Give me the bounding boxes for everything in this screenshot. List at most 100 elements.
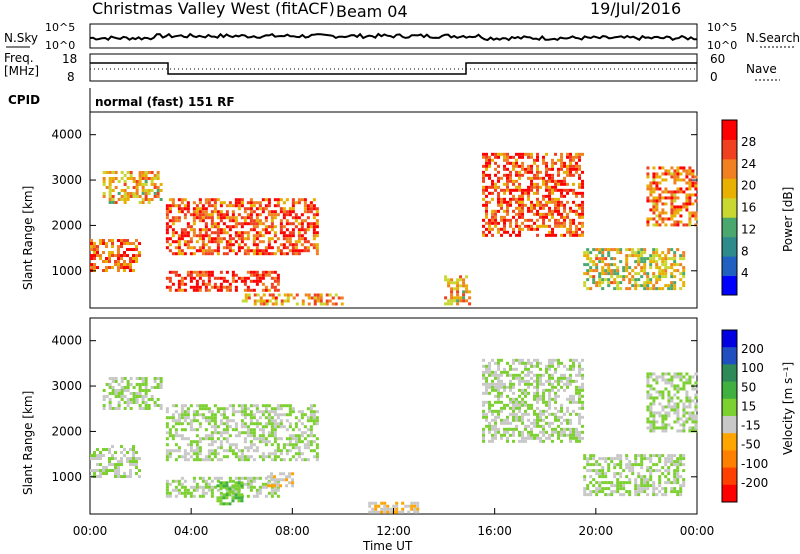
echo-cell: [252, 494, 256, 498]
echo-cell: [616, 248, 620, 252]
echo-cell: [503, 158, 507, 162]
echo-cell: [312, 228, 316, 232]
echo-cell: [255, 225, 259, 229]
echo-cell: [240, 493, 244, 497]
echo-cell: [569, 430, 573, 434]
echo-cell: [592, 454, 596, 458]
echo-cell: [282, 216, 286, 220]
echo-cell: [219, 494, 223, 498]
echo-cell: [126, 388, 130, 392]
echo-cell: [297, 252, 301, 256]
echo-cell: [288, 207, 292, 211]
echo-cell: [643, 478, 647, 482]
echo-cell: [377, 504, 381, 508]
echo-cell: [108, 239, 111, 243]
echo-cell: [297, 446, 301, 450]
echo-cell: [198, 407, 202, 411]
echo-cell: [207, 443, 211, 447]
echo-cell: [628, 481, 632, 485]
echo-cell: [536, 418, 540, 422]
echo-cell: [249, 422, 253, 426]
echo-cell: [649, 469, 653, 473]
echo-cell: [126, 382, 130, 386]
echo-cell: [111, 454, 114, 458]
echo-cell: [595, 490, 599, 494]
echo-cell: [613, 248, 617, 252]
echo-cell: [156, 403, 160, 407]
echo-cell: [500, 421, 504, 425]
echo-cell: [258, 410, 262, 414]
echo-cell: [315, 234, 319, 238]
echo-cell: [637, 472, 641, 476]
echo-cell: [694, 199, 698, 203]
echo-cell: [673, 469, 677, 473]
echo-cell: [673, 402, 677, 406]
echo-cell: [500, 358, 504, 362]
echo-cell: [482, 430, 486, 434]
echo-cell: [631, 284, 635, 288]
echo-cell: [123, 475, 126, 479]
echo-cell: [198, 285, 202, 289]
echo-cell: [506, 176, 510, 180]
echo-cell: [551, 185, 555, 189]
echo-cell: [515, 212, 519, 216]
echo-cell: [177, 482, 181, 486]
echo-cell: [243, 288, 247, 292]
echo-cell: [560, 161, 564, 165]
echo-cell: [102, 194, 106, 198]
echo-cell: [488, 421, 492, 425]
echo-cell: [129, 257, 132, 261]
echo-cell: [482, 218, 486, 222]
echo-cell: [515, 179, 519, 183]
echo-cell: [374, 507, 378, 511]
echo-cell: [500, 203, 504, 207]
echo-cell: [649, 190, 653, 194]
colorbar-cell: [722, 398, 737, 417]
echo-cell: [246, 252, 250, 256]
echo-cell: [664, 196, 668, 200]
echo-cell: [252, 279, 256, 283]
echo-cell: [637, 284, 641, 288]
echo-cell: [548, 406, 552, 410]
echo-cell: [658, 278, 662, 282]
echo-cell: [126, 248, 129, 252]
echo-cell: [258, 207, 262, 211]
echo-cell: [282, 225, 286, 229]
echo-cell: [267, 204, 271, 208]
echo-cell: [521, 439, 525, 443]
echo-cell: [670, 205, 674, 209]
echo-cell: [527, 224, 531, 228]
echo-cell: [604, 263, 608, 267]
echo-cell: [545, 170, 549, 174]
echo-cell: [509, 397, 513, 401]
echo-cell: [96, 254, 99, 258]
echo-cell: [521, 391, 525, 395]
echo-cell: [694, 393, 698, 397]
echo-cell: [177, 234, 181, 238]
echo-cell: [261, 485, 265, 489]
echo-cell: [273, 488, 277, 492]
echo-cell: [288, 243, 292, 247]
echo-cell: [300, 237, 304, 241]
echo-cell: [150, 170, 154, 174]
echo-cell: [634, 490, 638, 494]
echo-cell: [255, 422, 259, 426]
echo-cell: [649, 263, 653, 267]
echo-cell: [316, 293, 320, 297]
echo-cell: [682, 257, 686, 261]
echo-cell: [601, 257, 605, 261]
echo-cell: [658, 217, 662, 221]
echo-cell: [303, 246, 307, 250]
echo-cell: [120, 385, 124, 389]
echo-cell: [297, 216, 301, 220]
echo-cell: [506, 361, 510, 365]
echo-cell: [270, 225, 274, 229]
echo-cell: [649, 257, 653, 261]
echo-cell: [527, 209, 531, 213]
echo-cell: [120, 263, 123, 267]
echo-cell: [592, 281, 596, 285]
echo-cell: [195, 458, 199, 462]
echo-cell: [509, 412, 513, 416]
echo-cell: [183, 428, 187, 432]
echo-cell: [123, 188, 127, 192]
